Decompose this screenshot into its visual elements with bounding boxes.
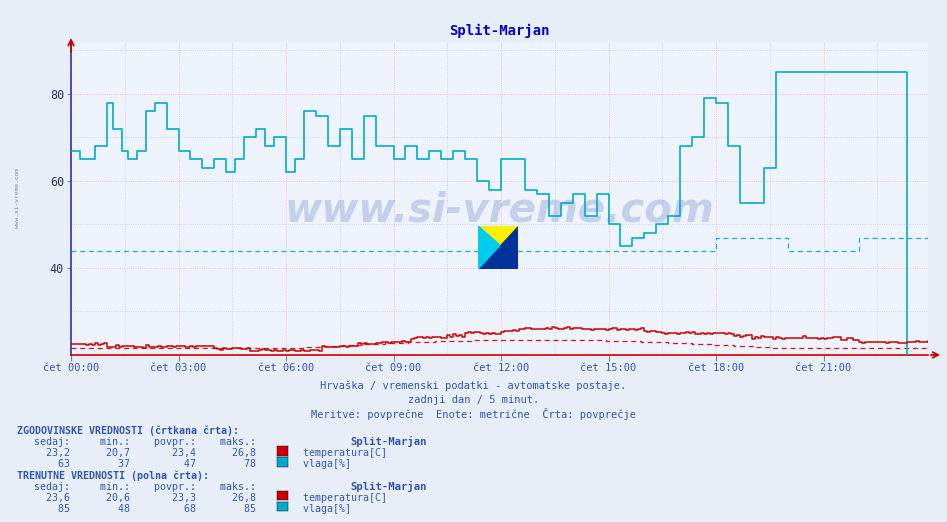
- Text: www.si-vreme.com: www.si-vreme.com: [285, 191, 714, 231]
- Polygon shape: [478, 226, 500, 269]
- Text: sedaj:     min.:    povpr.:    maks.:: sedaj: min.: povpr.: maks.:: [22, 437, 256, 447]
- Polygon shape: [478, 226, 518, 269]
- Title: Split-Marjan: Split-Marjan: [449, 23, 550, 38]
- Polygon shape: [478, 226, 518, 269]
- Text: ZGODOVINSKE VREDNOSTI (črtkana črta):: ZGODOVINSKE VREDNOSTI (črtkana črta):: [17, 426, 239, 436]
- Text: 23,6      20,6       23,3      26,8: 23,6 20,6 23,3 26,8: [22, 493, 256, 503]
- Text: www.si-vreme.com: www.si-vreme.com: [15, 169, 21, 228]
- Text: Split-Marjan: Split-Marjan: [350, 481, 427, 492]
- Text: Meritve: povprečne  Enote: metrične  Črta: povprečje: Meritve: povprečne Enote: metrične Črta:…: [311, 408, 636, 420]
- Text: sedaj:     min.:    povpr.:    maks.:: sedaj: min.: povpr.: maks.:: [22, 482, 256, 492]
- Text: Hrvaška / vremenski podatki - avtomatske postaje.: Hrvaška / vremenski podatki - avtomatske…: [320, 381, 627, 391]
- Text: TRENUTNE VREDNOSTI (polna črta):: TRENUTNE VREDNOSTI (polna črta):: [17, 470, 209, 481]
- Text: temperatura[C]: temperatura[C]: [291, 493, 386, 503]
- Text: Split-Marjan: Split-Marjan: [350, 436, 427, 447]
- Text: temperatura[C]: temperatura[C]: [291, 448, 386, 458]
- Text: 23,2      20,7       23,4      26,8: 23,2 20,7 23,4 26,8: [22, 448, 256, 458]
- Text: zadnji dan / 5 minut.: zadnji dan / 5 minut.: [408, 395, 539, 405]
- Text: vlaga[%]: vlaga[%]: [291, 459, 350, 469]
- Text: 85        48         68        85: 85 48 68 85: [22, 504, 256, 514]
- Text: vlaga[%]: vlaga[%]: [291, 504, 350, 514]
- Text: 63        37         47        78: 63 37 47 78: [22, 459, 256, 469]
